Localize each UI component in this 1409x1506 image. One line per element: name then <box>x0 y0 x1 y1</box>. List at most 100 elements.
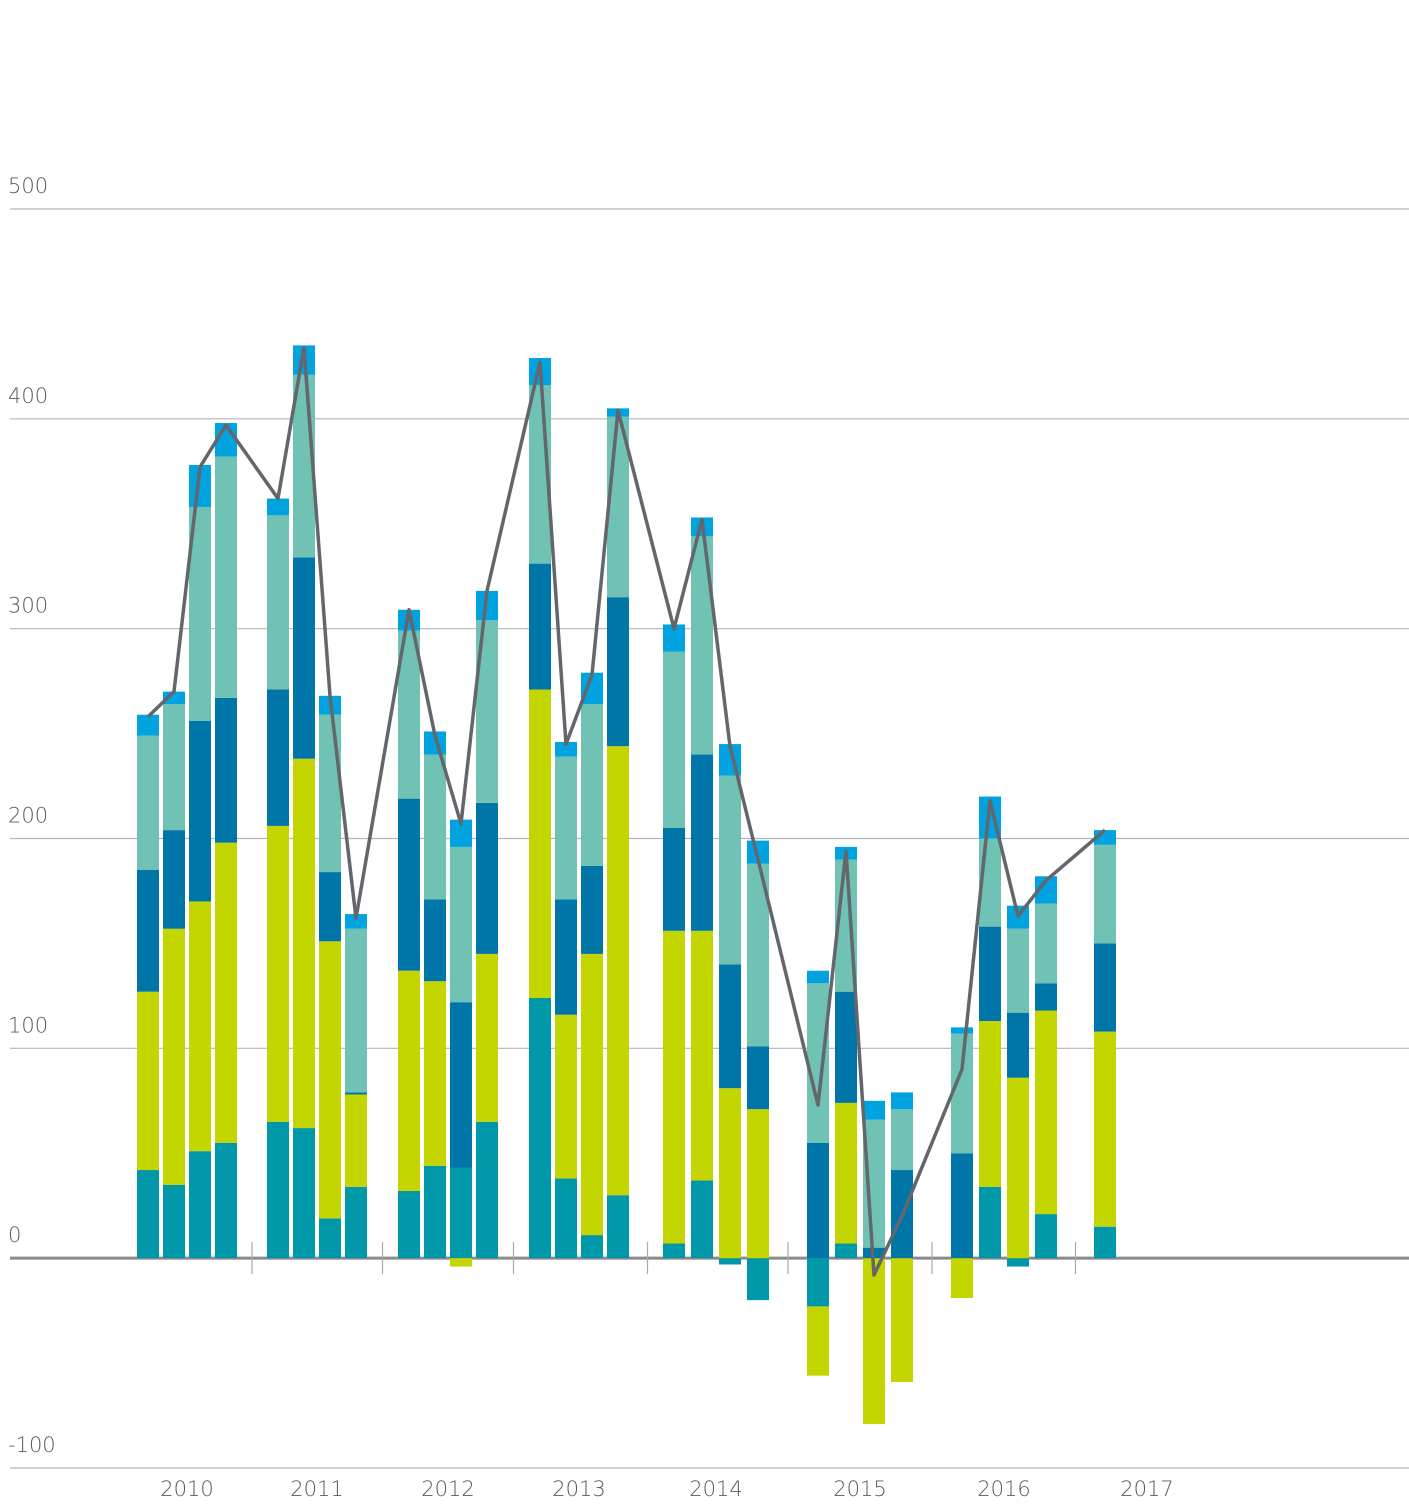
y-tick-label: 500 <box>8 174 48 198</box>
bar-segment <box>691 536 713 755</box>
x-group-label: 2012 <box>421 1477 474 1501</box>
bar-segment <box>163 704 185 831</box>
bar-segment <box>719 1258 741 1265</box>
bar-segment <box>1035 903 1057 984</box>
bar-segment <box>293 1128 315 1259</box>
bar-segment <box>267 515 289 690</box>
bar-segment <box>719 775 741 965</box>
bar-segment <box>163 928 185 1185</box>
bar-segment <box>691 1180 713 1259</box>
bar-segment <box>555 1178 577 1259</box>
bar-segment <box>581 865 603 954</box>
bar-segment <box>137 869 159 992</box>
bar-segment <box>424 1165 446 1259</box>
bar-segment <box>807 1306 829 1376</box>
bar-segment <box>1007 1258 1029 1267</box>
bar-segment <box>663 651 685 829</box>
x-group-label: 2016 <box>977 1477 1030 1501</box>
bar-segment <box>319 1218 341 1259</box>
bar-segment <box>189 1151 211 1259</box>
bar-segment <box>450 1002 472 1168</box>
bar-segment <box>319 872 341 942</box>
bar-segment <box>398 970 420 1192</box>
bar-segment <box>719 1088 741 1259</box>
bar-segment <box>807 970 829 984</box>
bar-segment <box>581 704 603 866</box>
bar-segment <box>719 964 741 1089</box>
bar-segment <box>951 1033 973 1154</box>
y-tick-label: 100 <box>8 1013 48 1037</box>
bar-segment <box>747 1046 769 1110</box>
bar-segment <box>345 1094 367 1187</box>
bar-segment <box>137 1170 159 1259</box>
bar-segment <box>951 1027 973 1034</box>
bar-segment <box>555 1014 577 1179</box>
bar-segment <box>137 714 159 736</box>
bar-segment <box>1035 983 1057 1011</box>
bar-segment <box>747 863 769 1047</box>
bar-segment <box>607 1195 629 1259</box>
x-group-label: 2013 <box>552 1477 605 1501</box>
bar-segment <box>345 928 367 1093</box>
bar-segment <box>215 842 237 1143</box>
bar-segment <box>951 1153 973 1259</box>
bar-segment <box>979 1186 1001 1259</box>
bar-segment <box>581 672 603 705</box>
bar-segment <box>189 901 211 1152</box>
y-tick-label: 0 <box>8 1223 21 1247</box>
bar-segment <box>555 741 577 757</box>
x-group-label: 2015 <box>833 1477 886 1501</box>
bar-segment <box>1035 1214 1057 1259</box>
x-group-label: 2017 <box>1120 1477 1173 1501</box>
x-group-label: 2014 <box>689 1477 742 1501</box>
bar-segment <box>476 620 498 803</box>
bar-segment <box>979 1021 1001 1187</box>
bar-segment <box>807 1142 829 1259</box>
bar-segment <box>319 714 341 873</box>
bar-segment <box>747 840 769 864</box>
y-tick-label: 300 <box>8 594 48 618</box>
bar-segment <box>267 1121 289 1259</box>
bar-segment <box>1035 1010 1057 1215</box>
bar-segment <box>1007 1012 1029 1078</box>
bar-segment <box>663 828 685 931</box>
bar-segment <box>529 563 551 690</box>
bar-segment <box>951 1258 973 1299</box>
bar-segment <box>581 953 603 1236</box>
bar-segment <box>345 1092 367 1095</box>
bar-segment <box>1094 1226 1116 1259</box>
bar-segment <box>979 926 1001 1022</box>
bar-segment <box>529 997 551 1259</box>
bar-segment <box>215 1142 237 1259</box>
bar-segment <box>1007 1077 1029 1259</box>
bar-segment <box>607 597 629 747</box>
bar-segment <box>267 498 289 516</box>
bar-segment <box>891 1092 913 1110</box>
bar-segment <box>345 1186 367 1259</box>
bar-segment <box>891 1258 913 1382</box>
bar-segment <box>476 802 498 954</box>
bar-segment <box>189 720 211 902</box>
bar-segment <box>747 1109 769 1259</box>
bar-segment <box>189 506 211 721</box>
bar-segment <box>663 624 685 652</box>
y-tick-label: 400 <box>8 384 48 408</box>
x-group-label: 2011 <box>290 1477 343 1501</box>
bar-segment <box>398 609 420 631</box>
bar-segment <box>424 981 446 1166</box>
bar-segment <box>607 746 629 1196</box>
bar-segment <box>476 953 498 1122</box>
bar-segment <box>691 930 713 1181</box>
bar-segment <box>137 735 159 870</box>
bar-segment <box>163 830 185 929</box>
bar-segment <box>267 825 289 1122</box>
y-tick-label: 200 <box>8 804 48 828</box>
bar-segment <box>1094 943 1116 1032</box>
bar-segment <box>398 630 420 799</box>
y-tick-label: -100 <box>8 1433 56 1457</box>
bar-segment <box>891 1109 913 1171</box>
bar-segment <box>555 899 577 1015</box>
bar-segment <box>293 758 315 1129</box>
bar-segment <box>345 914 367 929</box>
